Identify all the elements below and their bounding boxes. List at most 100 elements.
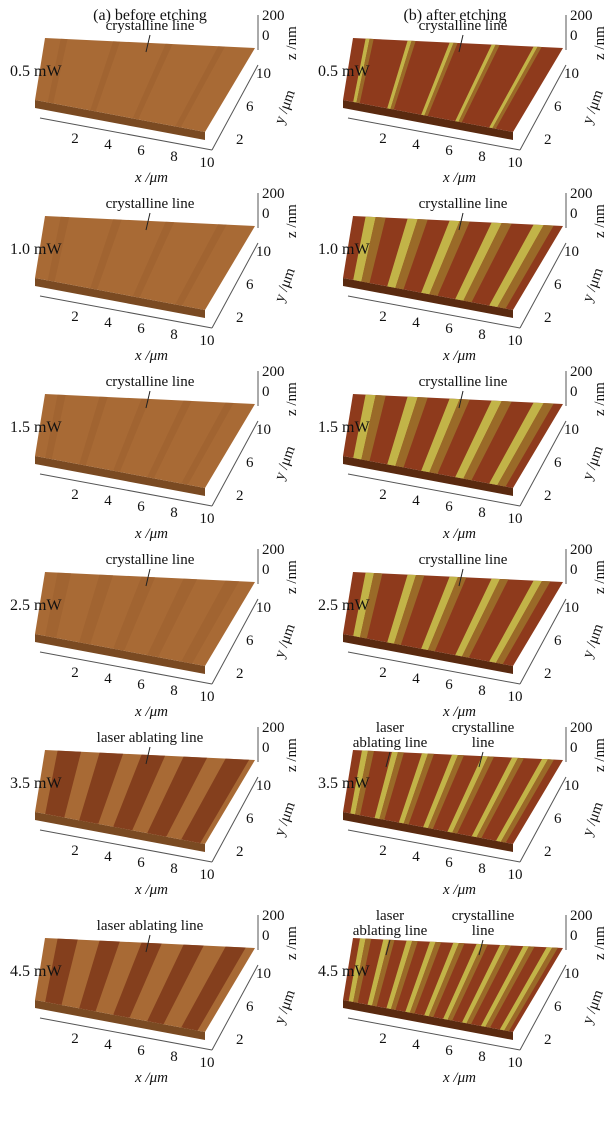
x-tick-label: 8	[170, 327, 178, 343]
y-axis-label: y /μm	[272, 800, 299, 839]
x-tick-label: 4	[104, 671, 112, 687]
x-tick-label: 10	[508, 689, 523, 705]
x-tick-label: 2	[71, 665, 79, 681]
z-axis-label: z /nm	[284, 560, 300, 594]
y-tick-label: 10	[256, 966, 271, 982]
annotation: crystalline line	[106, 552, 195, 568]
y-axis-label: y /μm	[580, 444, 607, 483]
y-tick-label: 6	[246, 633, 254, 649]
z-axis-label: z /nm	[284, 926, 300, 960]
annotation: crystalline line	[419, 552, 508, 568]
x-axis-label: x /μm	[134, 704, 168, 720]
z-axis-label: z /nm	[592, 382, 608, 416]
x-tick-label: 4	[412, 137, 420, 153]
annotation: laser ablating line	[97, 918, 204, 934]
y-axis-label: y /μm	[272, 266, 299, 305]
surface	[35, 38, 255, 132]
z-tick-label: 200	[570, 542, 593, 558]
z-tick-label: 200	[262, 908, 285, 924]
x-tick-label: 4	[104, 493, 112, 509]
x-axis-label: x /μm	[442, 526, 476, 542]
x-tick-label: 6	[137, 1043, 145, 1059]
x-tick-label: 6	[445, 143, 453, 159]
power-label: 2.5 mW	[318, 597, 370, 614]
y-axis-label: y /μm	[580, 800, 607, 839]
y-axis-label: y /μm	[580, 88, 607, 127]
z-tick-label: 200	[262, 720, 285, 736]
x-tick-label: 2	[71, 309, 79, 325]
y-tick-label: 2	[544, 666, 552, 682]
z-axis-label: z /nm	[284, 204, 300, 238]
power-label: 4.5 mW	[10, 963, 62, 980]
x-tick-label: 8	[478, 1049, 486, 1065]
x-tick-label: 8	[478, 327, 486, 343]
x-axis-label: x /μm	[442, 704, 476, 720]
z-tick-label: 0	[570, 28, 578, 44]
y-tick-label: 10	[564, 66, 579, 82]
x-axis-label: x /μm	[134, 170, 168, 186]
x-tick-label: 2	[379, 309, 387, 325]
y-tick-label: 10	[564, 422, 579, 438]
z-tick-label: 0	[262, 740, 270, 756]
z-tick-label: 200	[262, 542, 285, 558]
z-tick-label: 200	[570, 364, 593, 380]
x-tick-label: 4	[412, 1037, 420, 1053]
y-tick-label: 2	[544, 1032, 552, 1048]
y-axis-label: y /μm	[580, 988, 607, 1027]
y-tick-label: 10	[256, 422, 271, 438]
y-tick-label: 2	[544, 132, 552, 148]
y-tick-label: 6	[554, 999, 562, 1015]
z-axis-label: z /nm	[592, 560, 608, 594]
y-tick-label: 10	[564, 244, 579, 260]
annotation: crystalline line	[106, 196, 195, 212]
y-tick-label: 6	[554, 455, 562, 471]
z-tick-label: 200	[570, 8, 593, 24]
annotation: crystalline line	[419, 374, 508, 390]
z-tick-label: 200	[570, 186, 593, 202]
y-tick-label: 10	[564, 600, 579, 616]
x-tick-label: 6	[445, 1043, 453, 1059]
z-tick-label: 0	[262, 384, 270, 400]
x-tick-label: 8	[170, 861, 178, 877]
panel: 24681010622000x /μmy /μmz /nm2.5 mWcryst…	[318, 542, 608, 720]
x-tick-label: 10	[508, 333, 523, 349]
x-tick-label: 2	[71, 487, 79, 503]
annotation: laser	[376, 720, 404, 736]
panel: 24681010622000x /μmy /μmz /nm1.5 mWcryst…	[318, 364, 608, 542]
y-tick-label: 10	[564, 778, 579, 794]
power-label: 2.5 mW	[10, 597, 62, 614]
x-axis-label: x /μm	[134, 1070, 168, 1086]
z-axis-label: z /nm	[592, 204, 608, 238]
y-axis-label: y /μm	[580, 266, 607, 305]
x-tick-label: 10	[508, 511, 523, 527]
z-tick-label: 0	[262, 28, 270, 44]
x-tick-label: 6	[137, 143, 145, 159]
y-tick-label: 6	[246, 277, 254, 293]
y-tick-label: 2	[236, 310, 244, 326]
x-tick-label: 6	[137, 499, 145, 515]
power-label: 0.5 mW	[10, 63, 62, 80]
annotation: line	[472, 923, 495, 939]
x-tick-label: 2	[71, 131, 79, 147]
y-tick-label: 2	[236, 844, 244, 860]
z-axis-label: z /nm	[284, 382, 300, 416]
x-tick-label: 6	[137, 855, 145, 871]
x-tick-label: 6	[445, 321, 453, 337]
x-tick-label: 10	[200, 867, 215, 883]
x-tick-label: 8	[170, 683, 178, 699]
x-tick-label: 2	[71, 843, 79, 859]
x-axis-label: x /μm	[134, 882, 168, 898]
panel: 24681010622000x /μmy /μmz /nm4.5 mWlaser…	[10, 908, 300, 1086]
y-tick-label: 2	[544, 488, 552, 504]
x-tick-label: 6	[445, 677, 453, 693]
annotation: crystalline line	[419, 18, 508, 34]
x-tick-label: 4	[412, 493, 420, 509]
x-tick-label: 2	[379, 1031, 387, 1047]
y-axis-label: y /μm	[272, 988, 299, 1027]
y-tick-label: 2	[236, 132, 244, 148]
